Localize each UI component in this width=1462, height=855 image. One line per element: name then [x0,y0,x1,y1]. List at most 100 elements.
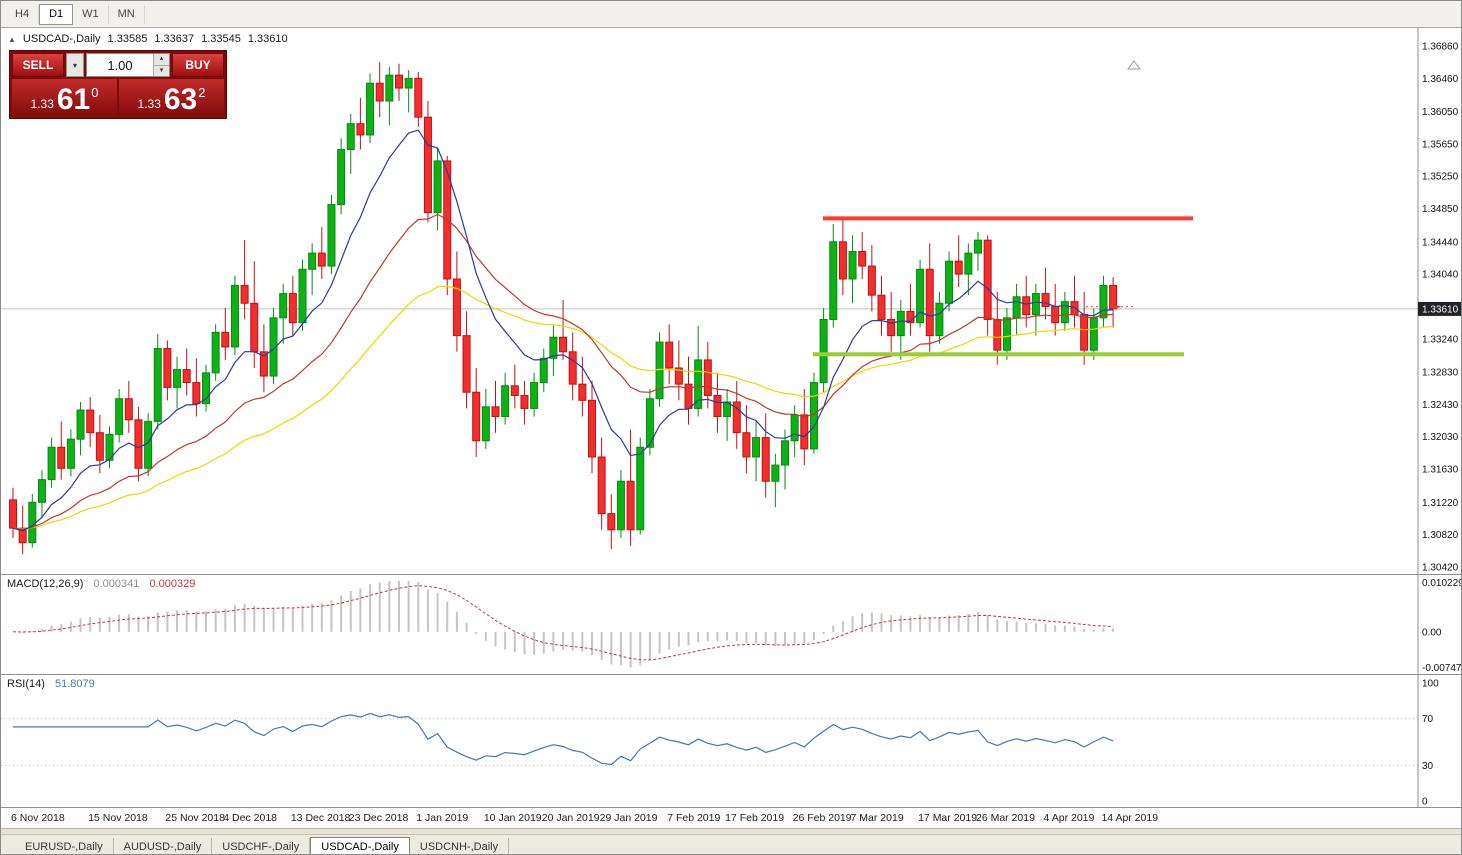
macd-value-signal: 0.000329 [149,578,196,590]
rsi-guide-levels [1,717,1418,767]
volume-decrease-button[interactable]: ▾ [154,65,169,76]
time-axis-label: 17 Feb 2019 [725,812,785,824]
tab-usdchf[interactable]: USDCHF-,Daily [212,838,311,854]
time-axis[interactable]: 6 Nov 2018 15 Nov 2018 25 Nov 2018 4 Dec 20… [1,807,1461,828]
buy-price-pips: 63 [163,83,198,116]
sell-button[interactable]: SELL [12,53,64,77]
candles [9,62,1118,555]
price-axis-label: 1.31630 [1422,465,1459,476]
volume-dropdown-button[interactable]: ▾ [66,53,84,77]
price-axis-label: 1.30820 [1422,530,1459,541]
volume-spinner: ▴ ▾ [153,54,169,76]
price-axis-label: 1.30420 [1422,562,1459,573]
time-axis-label: 17 Mar 2019 [918,812,978,824]
price-axis-label: 1.32430 [1422,400,1459,411]
buy-price-prefix: 1.33 [137,97,161,111]
price-axis-label: 1.32030 [1422,432,1459,443]
rsi-panel: 100 70 30 0 RSI(14) 51.8079 [1,674,1461,808]
price-axis-label: 1.36860 [1422,42,1459,53]
price-axis-label: 1.31220 [1422,498,1459,509]
macd-scale[interactable]: 0.010229 0.00 -0.007477 [1417,575,1462,675]
price-axis-label: 1.36050 [1422,107,1459,118]
price-axis-label: 1.34040 [1422,270,1459,281]
price-axis-label: 1.34440 [1422,237,1459,248]
main-chart-panel: 1.36860 1.36460 1.36050 1.35650 1.35250 1.348… [1,28,1461,574]
price-axis-label: 1.34850 [1422,204,1459,215]
chevron-down-icon: ▾ [72,60,77,70]
timeframe-d1[interactable]: D1 [39,3,74,25]
rsi-line [13,712,1114,766]
volume-field: ▴ ▾ [86,53,170,77]
time-axis-label: 1 Jan 2019 [416,812,469,824]
current-price-box: 1.33610 [1422,304,1459,315]
macd-scale-top: 0.010229 [1422,578,1462,589]
buy-price-point: 2 [198,85,206,100]
macd-scale-bottom: -0.007477 [1422,663,1462,674]
timeframe-w1[interactable]: W1 [73,4,109,24]
price-axis-label: 1.33240 [1422,334,1459,345]
time-axis-label: 26 Mar 2019 [976,812,1035,824]
macd-header: MACD(12,26,9) 0.000341 0.000329 [7,578,195,590]
trend-lines [813,216,1193,357]
timeframe-mn[interactable]: MN [109,4,145,24]
rsi-scale-label: 30 [1422,761,1434,772]
time-axis-label: 26 Feb 2019 [792,812,852,824]
macd-canvas: 0.010229 0.00 -0.007477 [12,575,1462,675]
rsi-scale-label: 0 [1422,797,1428,808]
timeframe-h4[interactable]: H4 [6,4,40,24]
rsi-label: RSI(14) [7,678,45,690]
time-axis-label: 4 Dec 2018 [223,812,278,824]
triangle-up-icon: ▲ [8,34,16,44]
macd-signal-line [12,585,1114,661]
ma-25-line [12,213,1114,530]
buy-button[interactable]: BUY [172,53,224,77]
tab-usdcad[interactable]: USDCAD-,Daily [310,837,410,854]
window-bottom-strip [1,828,1461,834]
macd-label: MACD(12,26,9) [7,578,84,590]
price-axis-label: 1.35650 [1422,139,1459,150]
time-axis-label: 4 Apr 2019 [1043,812,1095,824]
price-scale[interactable]: 1.36860 1.36460 1.36050 1.35650 1.35250 1.348… [1417,28,1462,574]
macd-value-main: 0.000341 [93,578,140,590]
rsi-scale-label: 100 [1422,679,1439,690]
chart-tabs: EURUSD-,Daily AUDUSD-,Daily USDCHF-,Dail… [1,834,1461,854]
rsi-scale-label: 70 [1422,714,1434,725]
time-axis-label: 6 Nov 2018 [11,812,65,824]
sell-price-point: 0 [91,85,99,100]
rsi-canvas: 100 70 30 0 [1,675,1439,808]
ma-10-line [12,129,1114,532]
price-axis-label: 1.32830 [1422,368,1459,379]
time-axis-label: 25 Nov 2018 [165,812,225,824]
ohlc-open: 1.33585 [107,33,148,45]
ohlc-low: 1.33545 [201,33,241,45]
macd-histogram [21,581,1115,668]
chart-shift-icon[interactable] [1127,60,1141,70]
macd-panel: 0.010229 0.00 -0.007477 MACD(12,26,9) 0.00… [1,574,1462,675]
time-axis-label: 14 Apr 2019 [1101,812,1159,824]
volume-input[interactable] [87,54,153,76]
sell-price-display[interactable]: 1.33 61 0 [12,79,117,116]
time-axis-label: 23 Dec 2018 [348,812,409,824]
ohlc-close: 1.33610 [247,33,288,45]
price-chart-canvas[interactable]: 1.36860 1.36460 1.36050 1.35650 1.35250 1.348… [1,28,1462,574]
sell-price-pips: 61 [56,83,91,116]
buy-price-display[interactable]: 1.33 63 2 [119,79,224,116]
rsi-scale[interactable]: 100 70 30 0 [1417,675,1439,808]
time-axis-label: 20 Jan 2019 [541,812,600,824]
timeframe-toolbar: H4 D1 W1 MN [1,1,1461,28]
time-axis-label: 29 Jan 2019 [599,812,658,824]
time-axis-label: 7 Feb 2019 [667,812,721,824]
ask-marker [1086,303,1133,310]
ohlc-high: 1.33637 [154,33,195,45]
time-axis-label: 10 Jan 2019 [483,812,542,824]
time-axis-label: 13 Dec 2018 [290,812,351,824]
volume-increase-button[interactable]: ▴ [154,54,169,66]
macd-scale-zero: 0.00 [1422,627,1442,638]
time-axis-label: 15 Nov 2018 [88,812,148,824]
rsi-value: 51.8079 [54,678,95,690]
tab-audusd[interactable]: AUDUSD-,Daily [114,838,213,854]
tab-eurusd[interactable]: EURUSD-,Daily [15,838,114,854]
tab-usdcnh[interactable]: USDCNH-,Daily [410,838,510,854]
sell-price-prefix: 1.33 [30,97,54,111]
